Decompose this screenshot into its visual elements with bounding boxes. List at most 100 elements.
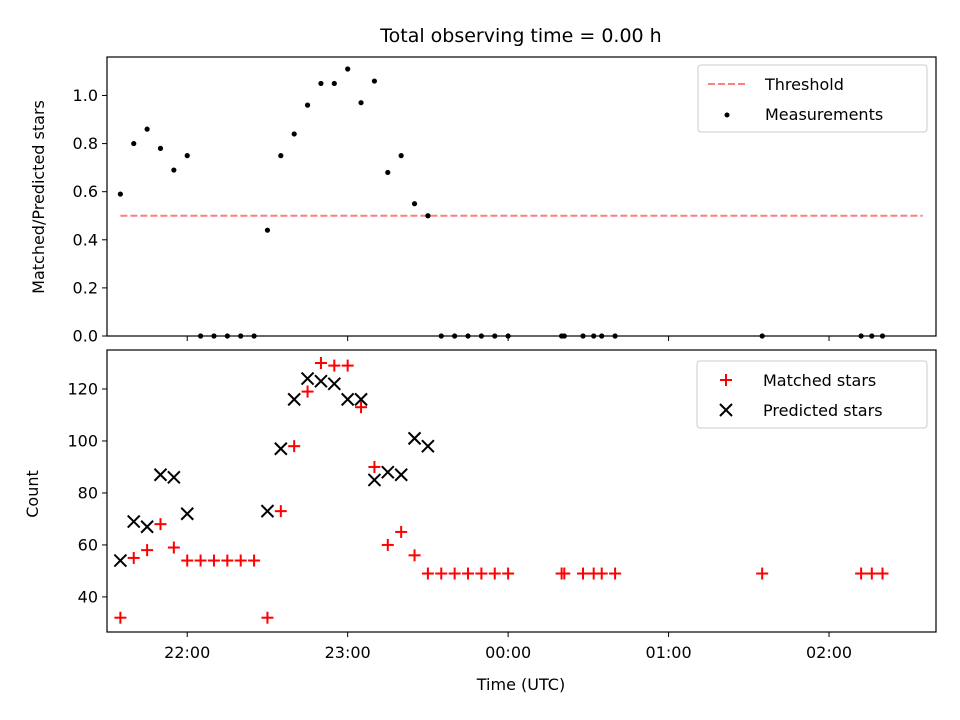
y-tick-label: 0.0 [73, 327, 98, 346]
measurement-point [304, 102, 311, 108]
predicted-stars-point [327, 377, 342, 391]
top-legend: Threshold Measurements [697, 64, 928, 133]
predicted-stars-point [274, 442, 288, 456]
bottom-x-axis: 22:00 23:00 00:00 01:00 02:00 [164, 632, 852, 662]
matched-stars-point [421, 567, 434, 580]
y-tick-label: 40 [78, 587, 98, 606]
predicted-stars-point [407, 431, 422, 446]
matched-stars-point [341, 359, 354, 372]
matched-stars-point [462, 567, 475, 580]
legend-matched-label: Matched stars [763, 371, 876, 390]
measurement-point [184, 153, 190, 159]
top-x-ticks [186, 336, 830, 341]
predicted-stars-point [300, 371, 315, 386]
x-tick-label: 02:00 [806, 643, 852, 662]
measurement-point [157, 145, 164, 151]
y-tick-label: 0.8 [73, 134, 98, 153]
measurement-point [358, 100, 364, 106]
predicted-stars-point [167, 470, 181, 485]
matched-stars-point [368, 460, 381, 473]
matched-stars-point [288, 440, 301, 453]
top-legend-frame [697, 64, 928, 133]
measurement-point [171, 167, 177, 173]
bottom-legend: Matched stars Predicted stars [696, 360, 928, 429]
bottom-y-axis-label: Count [23, 470, 42, 518]
predicted-stars-point [140, 520, 154, 534]
x-tick-label: 00:00 [485, 643, 531, 662]
matched-stars-point [355, 401, 368, 414]
measurement-point [264, 227, 271, 233]
measurement-point [131, 140, 137, 147]
matched-stars-point [488, 567, 501, 580]
matched-stars-point [181, 554, 194, 567]
measurement-point [411, 201, 418, 207]
matched-stars-point [207, 554, 220, 567]
matched-stars-point [234, 554, 247, 567]
predicted-stars-point [421, 439, 435, 453]
y-tick-label: 120 [67, 379, 98, 398]
measurement-point [318, 80, 324, 87]
matched-stars-point [865, 567, 878, 580]
matched-stars-point [381, 538, 394, 551]
predicted-stars-point [381, 465, 395, 479]
matched-stars-point [435, 567, 448, 580]
matched-stars-point [248, 554, 261, 567]
measurement-point [371, 78, 378, 84]
measurement-point [385, 169, 391, 176]
matched-stars-point [221, 554, 234, 567]
matched-stars-point [328, 359, 341, 372]
matched-stars-point [194, 554, 207, 567]
y-tick-label: 0.4 [73, 230, 98, 249]
measurement-point [345, 66, 351, 72]
x-tick-label: 23:00 [325, 643, 371, 662]
bottom-y-axis: 40 60 80 100 120 [67, 379, 107, 606]
y-tick-label: 100 [67, 431, 98, 450]
matched-stars-point [876, 567, 889, 580]
measurement-point [398, 153, 404, 159]
matched-stars-point [756, 567, 769, 580]
predicted-stars-point [113, 553, 128, 568]
predicted-stars-point [153, 468, 168, 482]
matched-stars-point [141, 544, 154, 557]
matched-stars-point [395, 525, 408, 538]
bottom-panel: 40 60 80 100 120 22:00 23:00 00:00 01:00 02:00 C… [23, 349, 937, 694]
x-tick-label: 01:00 [646, 643, 692, 662]
bottom-plot-area [113, 356, 889, 624]
predicted-stars-point [260, 504, 275, 518]
measurement-point [425, 213, 431, 219]
predicted-stars-point [340, 392, 355, 407]
measurement-point [117, 191, 123, 197]
matched-stars-point [154, 518, 167, 531]
predicted-stars-point [394, 468, 408, 482]
legend-threshold-label: Threshold [764, 75, 844, 94]
top-panel: 0.0 0.2 0.4 0.6 0.8 1.0 Matched/Predicted sta… [29, 56, 937, 346]
predicted-stars-point [287, 392, 301, 407]
matched-stars-point [301, 385, 314, 398]
measurement-point [144, 126, 150, 132]
matched-stars-point [261, 611, 274, 624]
matched-stars-point [114, 611, 127, 624]
legend-measurements-label: Measurements [765, 105, 883, 124]
y-tick-label: 0.6 [73, 182, 98, 201]
matched-stars-point [314, 356, 327, 369]
predicted-stars-point [127, 514, 141, 529]
measurement-point [278, 153, 284, 159]
legend-measurements-swatch [724, 112, 730, 118]
legend-predicted-swatch [719, 403, 733, 417]
x-tick-label: 22:00 [164, 643, 210, 662]
bottom-legend-frame [696, 360, 928, 429]
matched-stars-point [855, 567, 868, 580]
matched-stars-point [274, 505, 287, 518]
matched-stars-point [475, 567, 488, 580]
chart-title: Total observing time = 0.00 h [379, 25, 661, 47]
measurement-point [331, 80, 337, 87]
bottom-x-axis-label: Time (UTC) [476, 675, 565, 694]
matched-stars-point [502, 567, 515, 580]
predicted-stars-point [314, 374, 328, 388]
top-axes-frame [106, 56, 937, 337]
top-y-axis: 0.0 0.2 0.4 0.6 0.8 1.0 [73, 86, 107, 346]
matched-stars-point [595, 567, 608, 580]
matched-stars-point [609, 567, 622, 580]
y-tick-label: 0.2 [73, 278, 98, 297]
matched-stars-point [448, 567, 461, 580]
